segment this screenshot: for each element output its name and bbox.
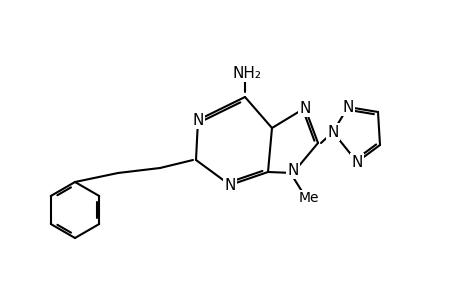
Text: N: N xyxy=(351,154,362,169)
Text: N: N xyxy=(192,112,203,128)
Text: N: N xyxy=(341,100,353,115)
Text: N: N xyxy=(287,163,298,178)
Text: N: N xyxy=(299,100,310,116)
Text: N: N xyxy=(224,178,235,193)
Text: NH₂: NH₂ xyxy=(232,65,261,80)
Text: Me: Me xyxy=(298,191,319,205)
Text: N: N xyxy=(327,124,338,140)
